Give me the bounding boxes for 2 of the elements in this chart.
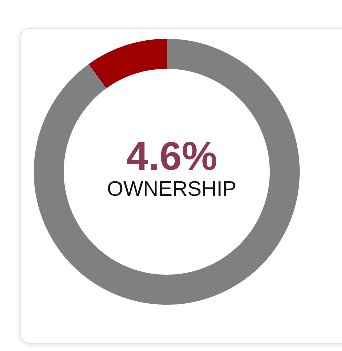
text: OWNERSHIP — [107, 178, 237, 201]
text: 4.6% — [126, 135, 218, 179]
